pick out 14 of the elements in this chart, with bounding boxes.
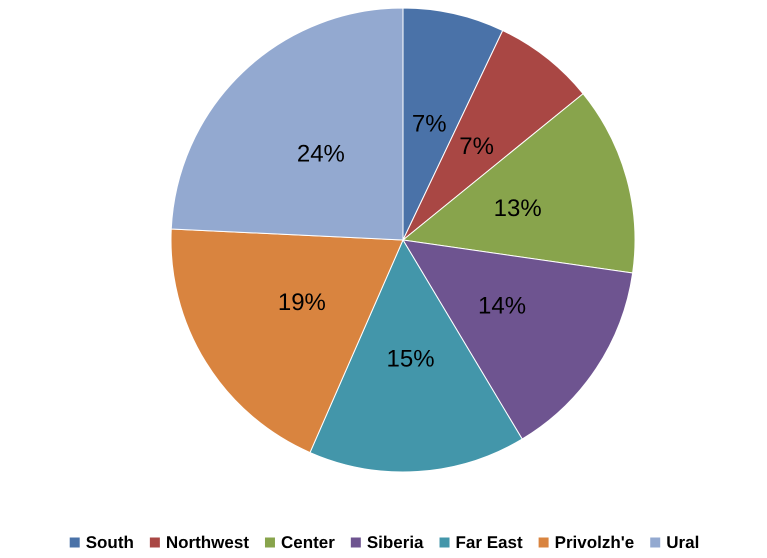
legend-label: Far East [456,533,523,552]
data-label: 7% [412,110,447,138]
legend-label: South [86,533,134,552]
data-label: 7% [459,132,494,160]
legend-label: Privolzh'e [554,533,634,552]
legend-label: Center [280,533,336,552]
data-label: 19% [278,289,326,316]
legend-label: Ural [666,533,700,552]
data-label: 14% [478,292,526,320]
data-label: 15% [386,345,435,372]
data-label: 13% [494,194,542,222]
data-label: 24% [296,140,345,168]
legend-label: Siberia [366,533,424,552]
legend-label: Northwest [166,533,250,552]
